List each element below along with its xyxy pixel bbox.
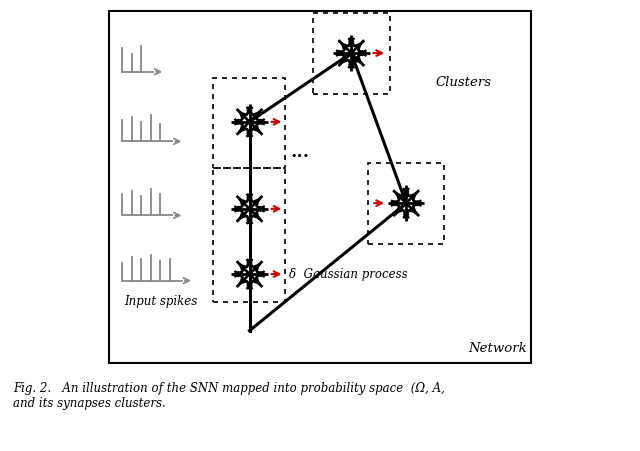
Text: Network: Network [468, 341, 527, 354]
Text: δ  Gaussian process: δ Gaussian process [289, 268, 407, 281]
Text: Input spikes: Input spikes [124, 295, 198, 308]
Text: Clusters: Clusters [435, 76, 492, 89]
Bar [213, 167, 285, 302]
Bar [314, 13, 390, 93]
Text: Fig. 2.   An illustration of the SNN mapped into probability space  (Ω, A,
and i: Fig. 2. An illustration of the SNN mappe… [13, 382, 445, 410]
Text: ...: ... [291, 143, 310, 161]
Bar [213, 78, 285, 167]
Bar [368, 163, 444, 244]
